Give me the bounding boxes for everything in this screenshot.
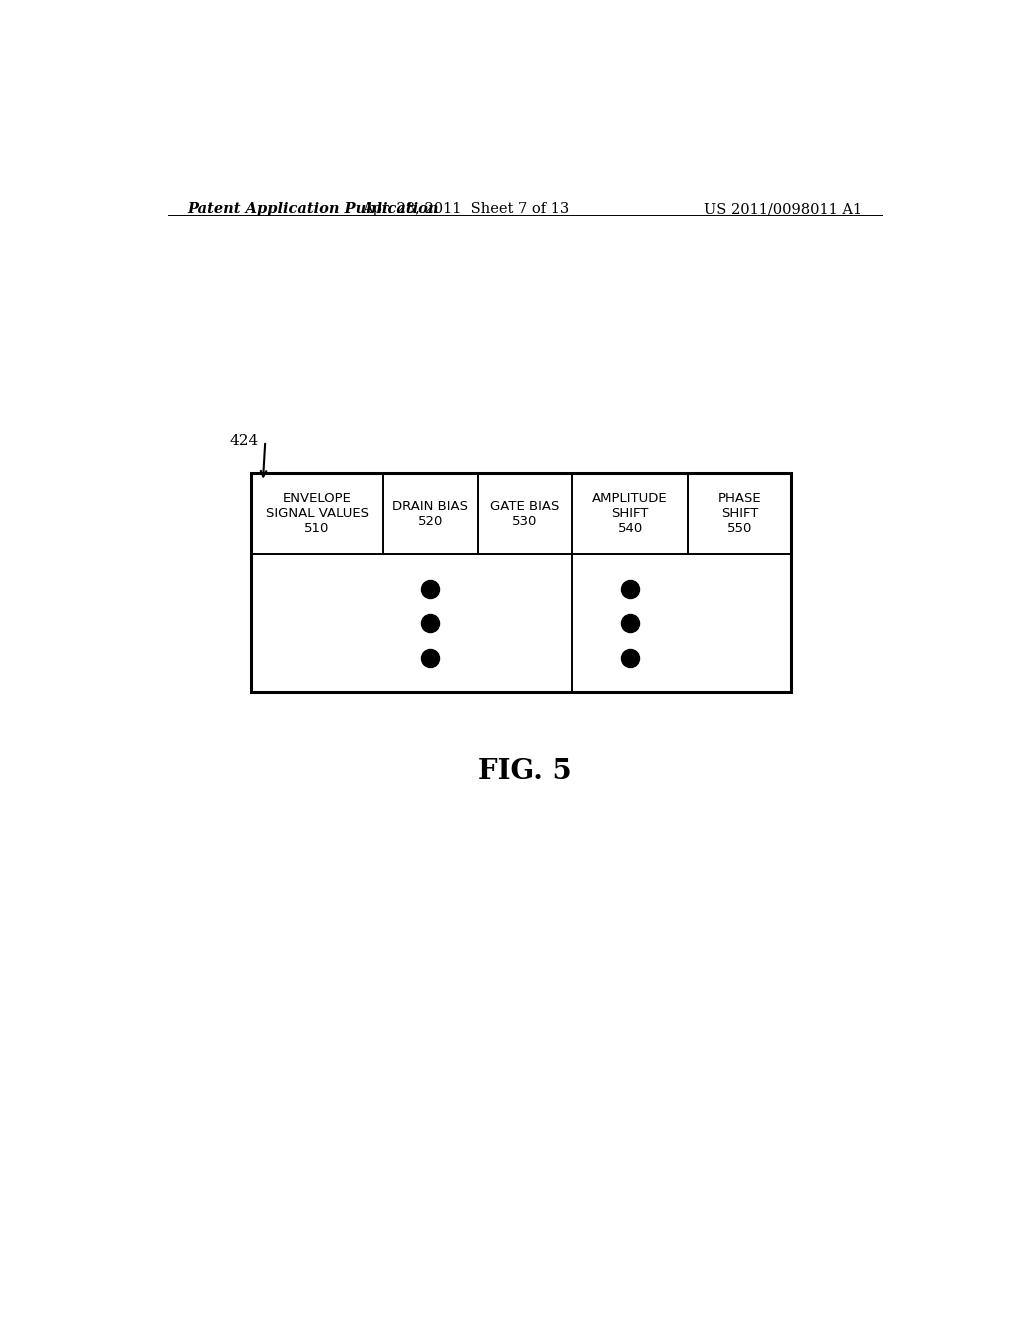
Text: Patent Application Publication: Patent Application Publication	[187, 202, 439, 216]
Text: DRAIN BIAS
520: DRAIN BIAS 520	[392, 500, 468, 528]
Text: US 2011/0098011 A1: US 2011/0098011 A1	[703, 202, 862, 216]
Text: FIG. 5: FIG. 5	[478, 758, 571, 785]
Text: 424: 424	[229, 434, 259, 447]
Text: PHASE
SHIFT
550: PHASE SHIFT 550	[718, 492, 761, 536]
Text: ENVELOPE
SIGNAL VALUES
510: ENVELOPE SIGNAL VALUES 510	[265, 492, 369, 536]
Text: AMPLITUDE
SHIFT
540: AMPLITUDE SHIFT 540	[592, 492, 668, 536]
Text: Apr. 28, 2011  Sheet 7 of 13: Apr. 28, 2011 Sheet 7 of 13	[361, 202, 569, 216]
Text: GATE BIAS
530: GATE BIAS 530	[490, 500, 559, 528]
Bar	[251, 474, 791, 692]
